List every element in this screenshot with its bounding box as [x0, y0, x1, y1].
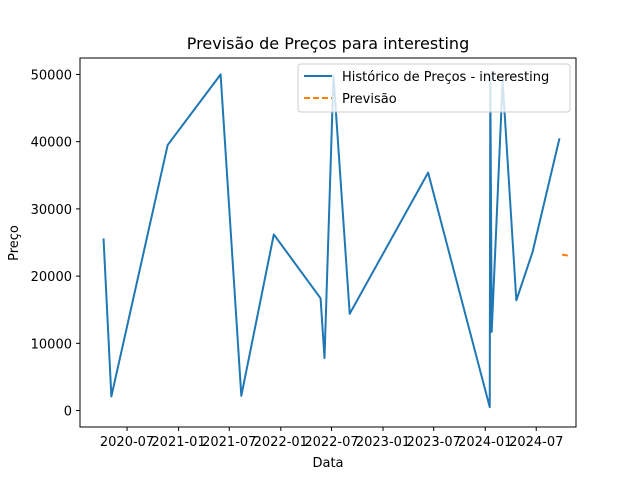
y-tick-label: 40000 [31, 136, 72, 151]
y-tick-label: 20000 [31, 270, 72, 285]
x-tick-label: 2024-01 [458, 435, 512, 450]
legend-box [297, 63, 571, 113]
y-axis-label: Preço [7, 225, 22, 261]
legend-label-previsao: Previsão [342, 92, 397, 107]
x-axis-ticks: 2020-072021-012021-072022-012022-072023-… [100, 427, 563, 450]
x-tick-label: 2023-01 [356, 435, 410, 450]
plot-lines [102, 73, 571, 409]
y-tick-label: 10000 [31, 337, 72, 352]
x-tick-label: 2024-07 [509, 435, 563, 450]
x-tick-label: 2021-07 [202, 435, 256, 450]
y-tick-label: 30000 [31, 203, 72, 218]
series-line-1 [561, 253, 571, 257]
chart-title: Previsão de Preços para interesting [187, 34, 469, 53]
y-tick-label: 50000 [31, 68, 72, 83]
plot-area-frame [79, 57, 577, 428]
legend-label-historico: Histórico de Preços - interesting [342, 70, 549, 85]
y-axis-ticks: 0 10000 20000 30000 40000 50000 [31, 68, 80, 420]
series-line-0 [102, 73, 561, 409]
legend: Histórico de Preços - interesting Previs… [297, 63, 571, 113]
x-tick-label: 2022-07 [304, 435, 358, 450]
x-tick-label: 2022-01 [254, 435, 308, 450]
x-tick-label: 2021-01 [151, 435, 205, 450]
x-axis-label: Data [312, 456, 343, 471]
x-tick-label: 2023-07 [407, 435, 461, 450]
y-tick-label: 0 [64, 405, 72, 420]
x-tick-label: 2020-07 [100, 435, 154, 450]
